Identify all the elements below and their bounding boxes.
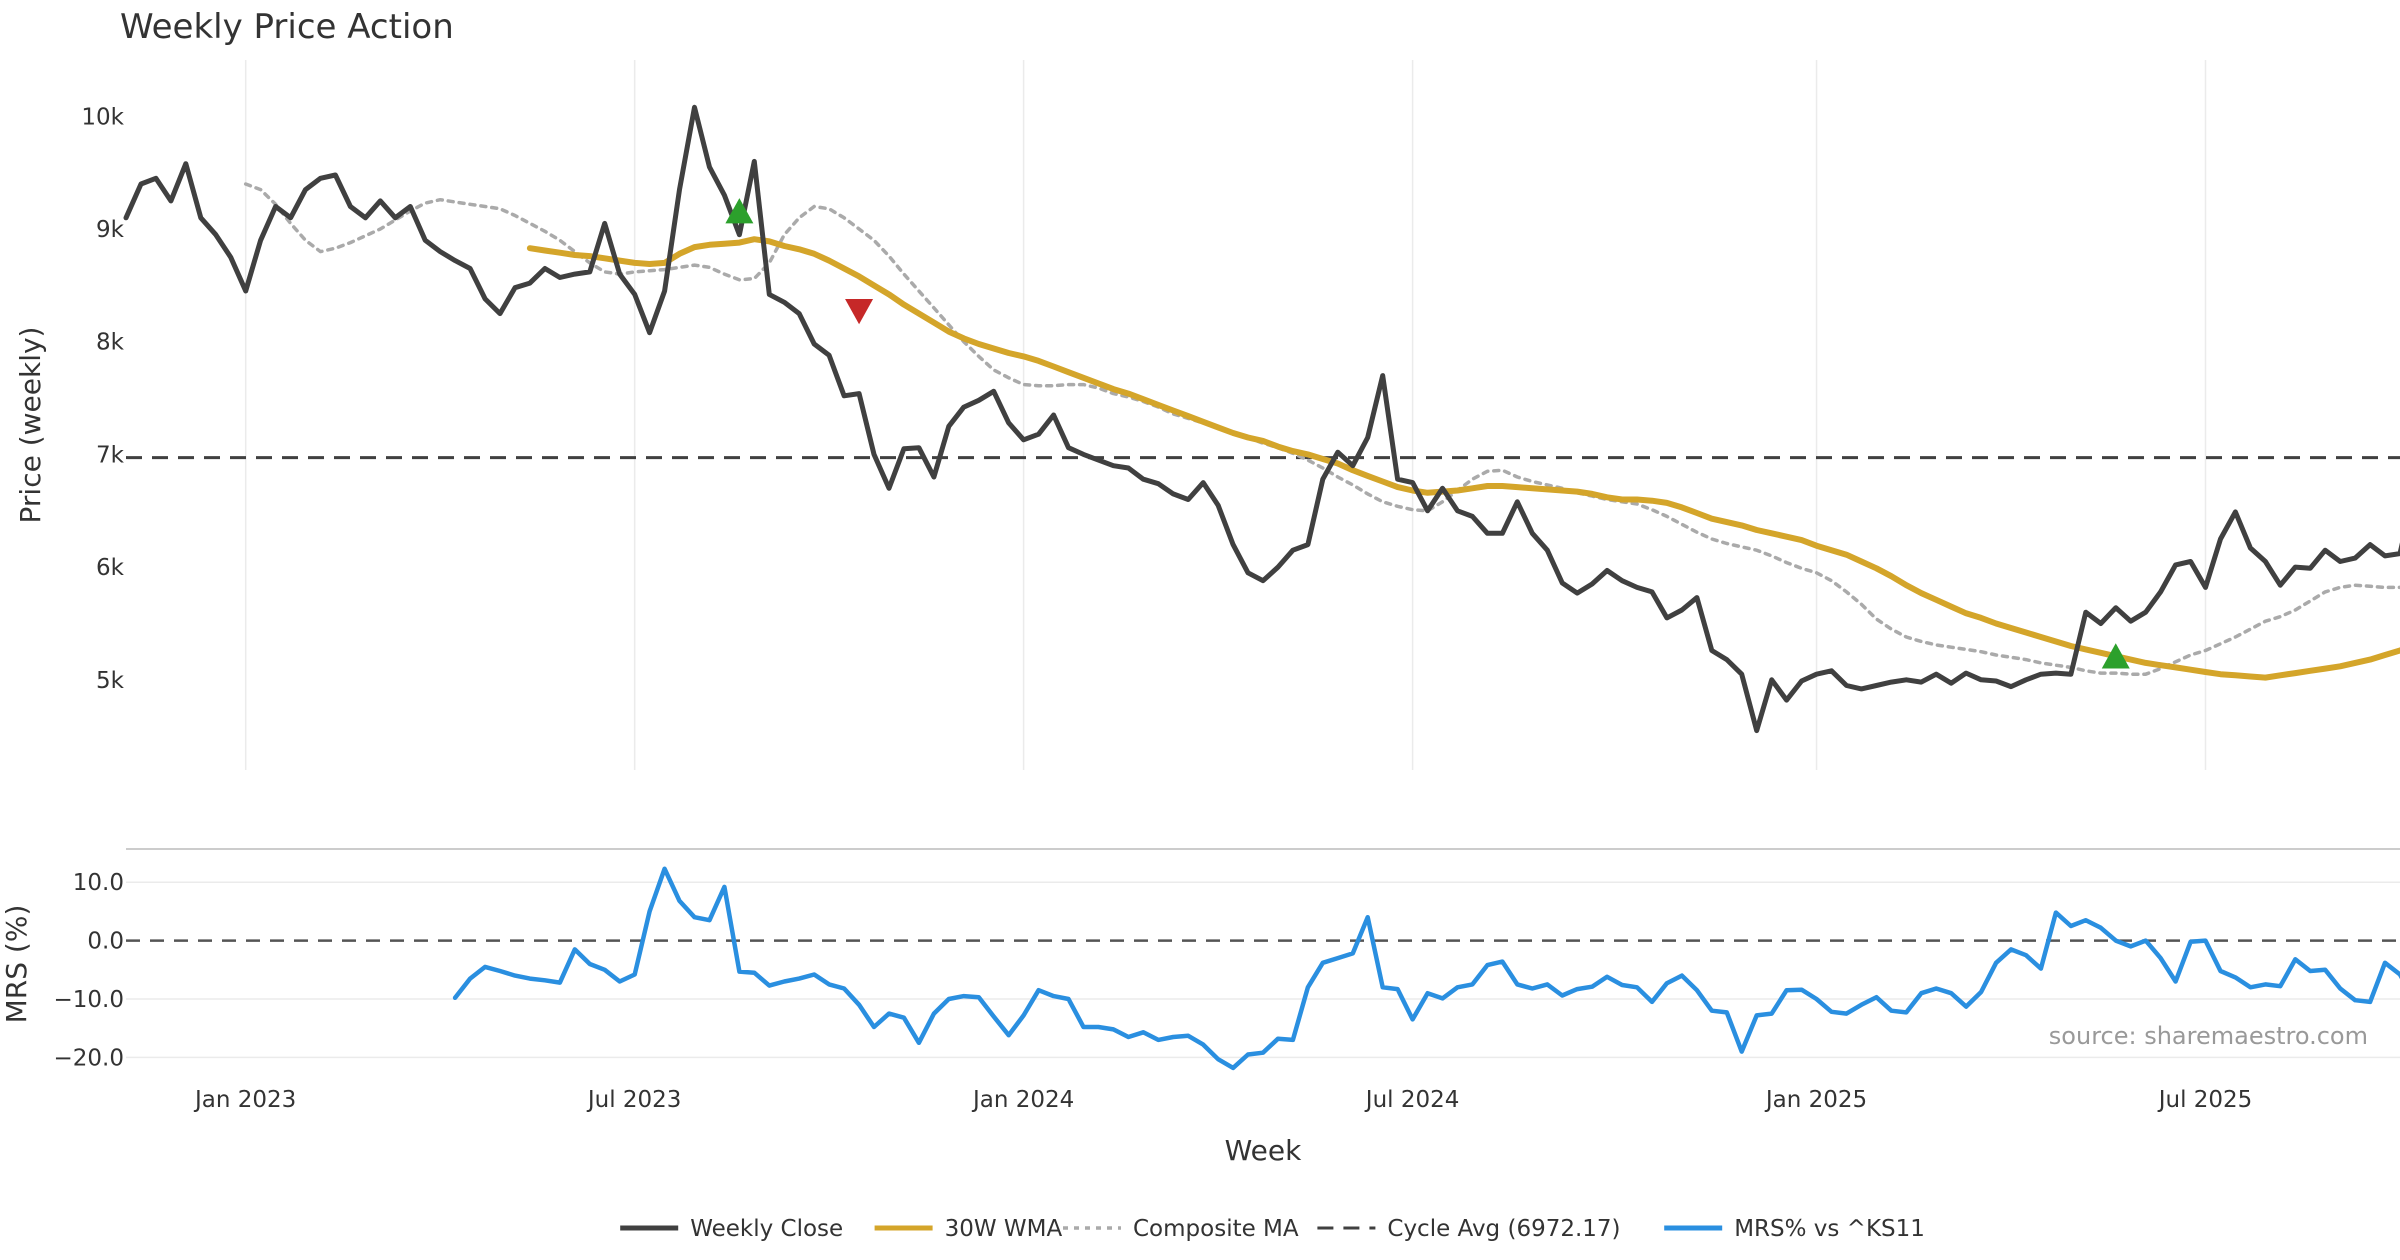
buy-signal-marker — [2101, 643, 2130, 669]
price-series — [123, 104, 2400, 734]
legend-label: MRS% vs ^KS11 — [1734, 1216, 1925, 1242]
mrs-y-tick-label: 0.0 — [87, 929, 124, 955]
price-panel: 5k 6k 7k 8k 9k 10k Price (weekly) — [14, 60, 2400, 770]
price-y-axis-label: Price (weekly) — [14, 327, 47, 524]
mrs-panel: −20.0 −10.0 0.0 10.0 MRS (%) source: sharem… — [0, 866, 2400, 1071]
x-axis-label: Week — [1225, 1134, 1302, 1167]
price-y-tick-label: 10k — [81, 104, 124, 130]
series-line-composite-ma — [243, 182, 2400, 676]
mrs-y-tick-label: −10.0 — [54, 987, 124, 1013]
legend: Weekly Close 30W WMA Composite MA Cycle Avg… — [620, 1216, 1925, 1242]
mrs-y-tick-label: −20.0 — [54, 1045, 124, 1071]
chart-title: Weekly Price Action — [120, 7, 454, 47]
x-tick-label: Jul 2024 — [1364, 1087, 1460, 1113]
legend-entry: Composite MA — [1063, 1216, 1299, 1242]
source-note: source: sharemaestro.com — [2049, 1022, 2368, 1050]
sell-signal-marker — [845, 298, 874, 325]
legend-label: Composite MA — [1133, 1216, 1299, 1242]
mrs-gridlines — [126, 881, 2400, 1059]
mrs-series — [452, 866, 2400, 1071]
mrs-y-axis-label: MRS (%) — [0, 905, 33, 1024]
legend-entry: 30W WMA — [874, 1216, 1063, 1242]
legend-entry: Cycle Avg (6972.17) — [1317, 1216, 1621, 1242]
x-tick-label: Jul 2025 — [2157, 1087, 2253, 1113]
series-line-mrs — [452, 866, 2400, 1071]
series-line-weekly-close — [123, 104, 2400, 734]
mrs-y-ticks: −20.0 −10.0 0.0 10.0 — [54, 870, 124, 1071]
price-y-tick-label: 5k — [96, 668, 125, 694]
price-y-tick-label: 6k — [96, 555, 125, 581]
x-tick-label: Jan 2024 — [971, 1087, 1074, 1113]
x-tick-label: Jan 2025 — [1764, 1087, 1867, 1113]
mrs-y-tick-label: 10.0 — [73, 870, 124, 896]
signal-markers — [725, 198, 2130, 669]
price-gridlines — [244, 60, 2207, 770]
legend-label: Cycle Avg (6972.17) — [1387, 1216, 1620, 1242]
price-y-tick-label: 7k — [96, 442, 125, 468]
legend-entry: MRS% vs ^KS11 — [1664, 1216, 1925, 1242]
price-y-ticks: 5k 6k 7k 8k 9k 10k — [81, 104, 124, 693]
legend-entry: Weekly Close — [620, 1216, 843, 1242]
legend-label: Weekly Close — [690, 1216, 843, 1242]
x-tick-label: Jul 2023 — [586, 1087, 682, 1113]
price-y-tick-label: 8k — [96, 330, 125, 356]
price-y-tick-label: 9k — [96, 217, 125, 243]
legend-label: 30W WMA — [945, 1216, 1063, 1242]
x-tick-label: Jan 2023 — [193, 1087, 296, 1113]
buy-signal-marker — [725, 198, 754, 224]
series-line-30w-wma — [526, 236, 2400, 681]
x-axis-ticks: Jan 2023 Jul 2023 Jan 2024 Jul 2024 Jan 2025… — [193, 1087, 2252, 1113]
